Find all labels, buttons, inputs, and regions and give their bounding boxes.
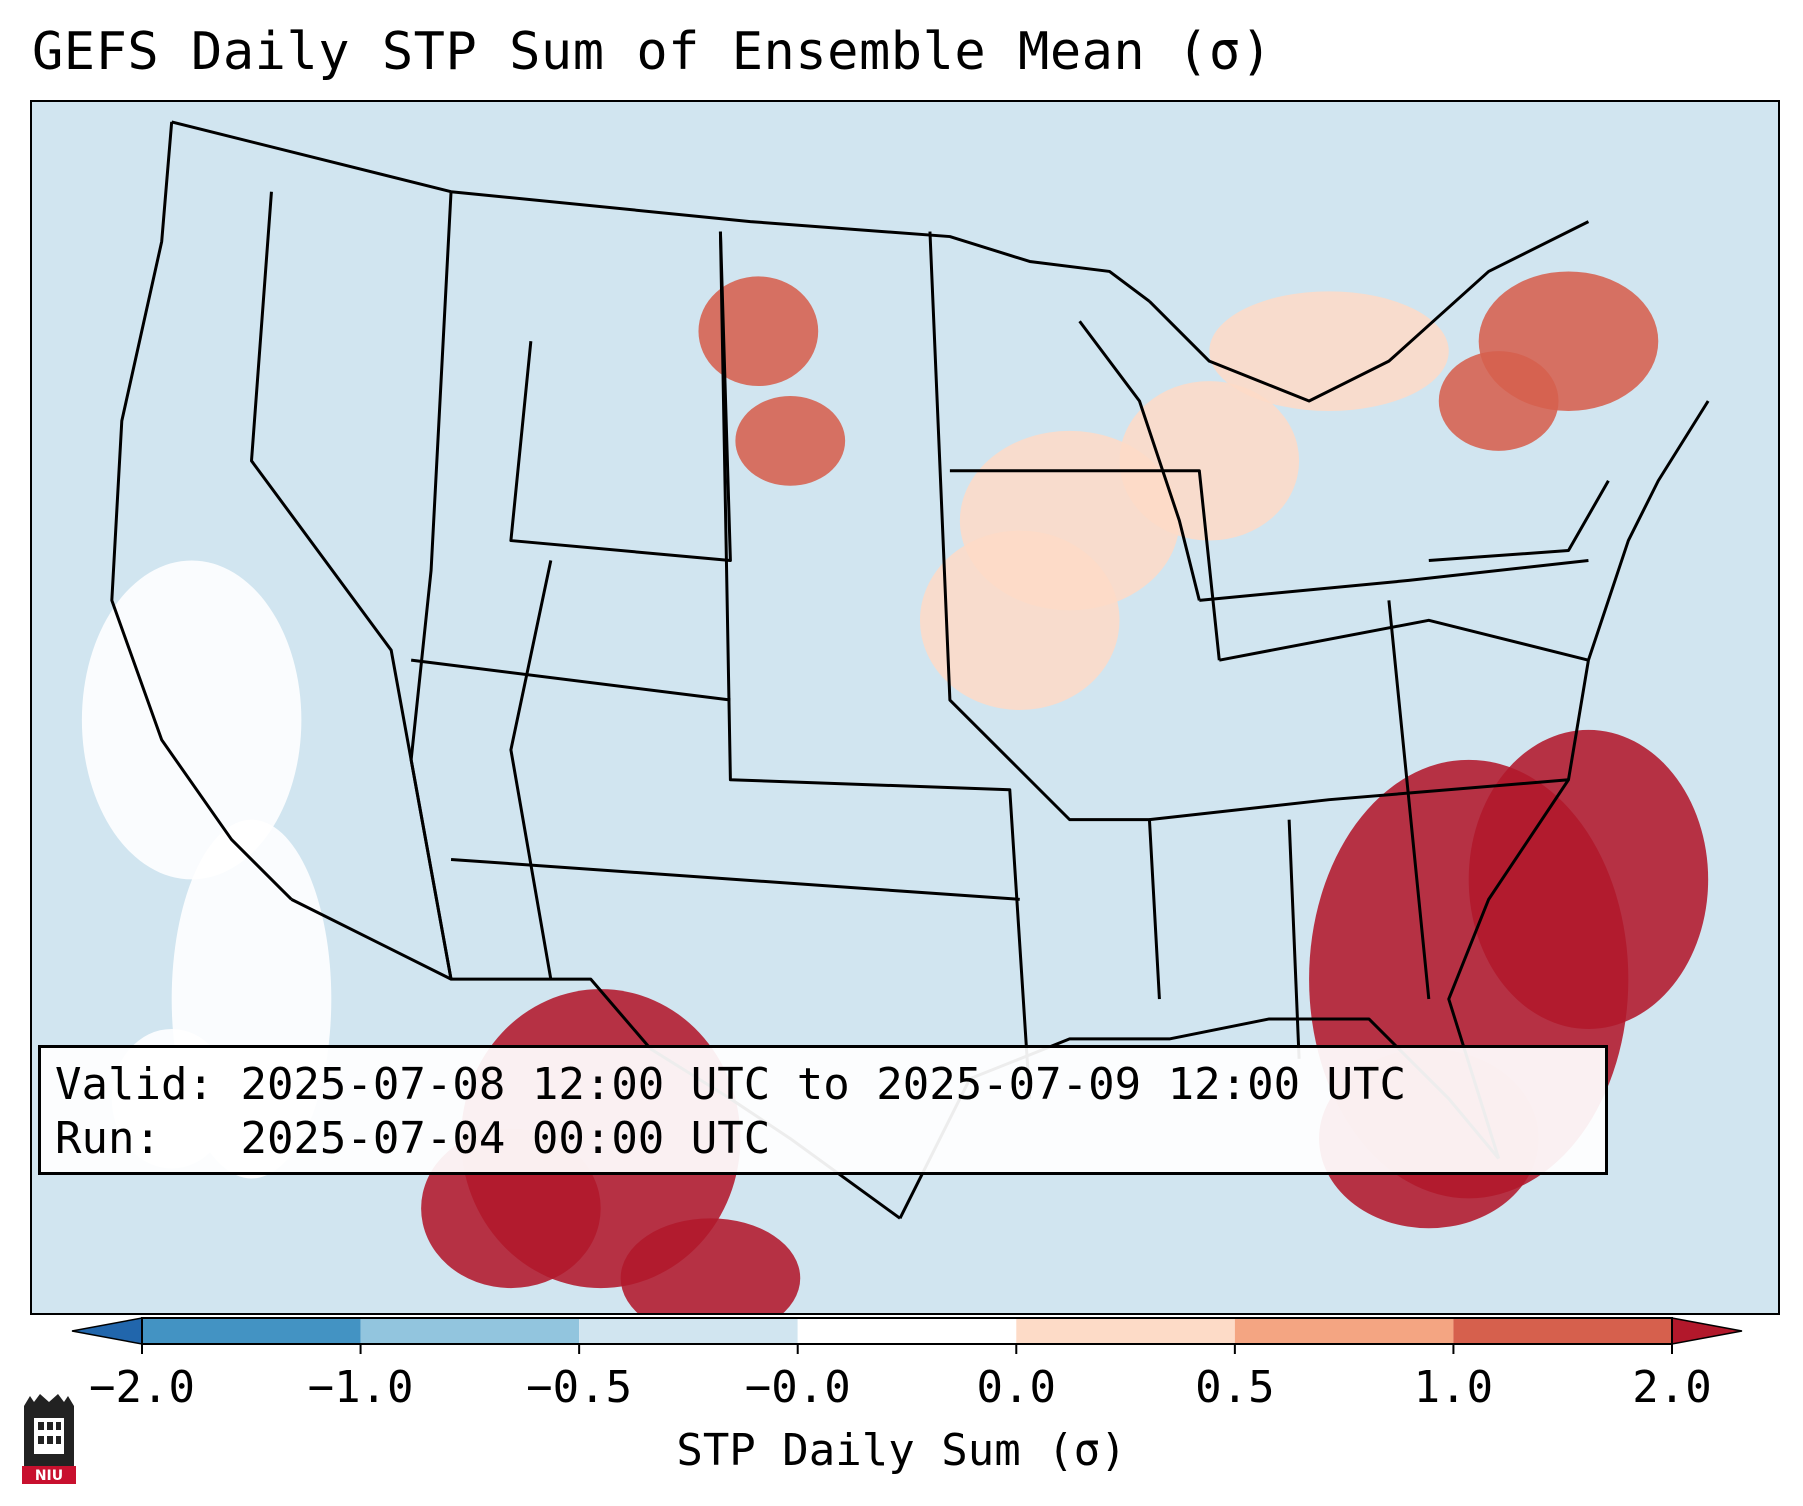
border-line [928,231,1161,1000]
colorbar-tick-label: 2.0 [1632,1362,1712,1413]
anomaly-upper-midwest [919,530,1120,710]
anomaly-northern-great-plains [698,276,819,387]
run-label: Run: [55,1113,161,1164]
colorbar-tick-label: −0.5 [526,1362,633,1413]
valid-label: Valid: [55,1059,214,1110]
border-line [1387,600,1431,1000]
border-line [410,658,731,702]
colorbar-bin-3 [797,1318,1017,1344]
anomaly-west-coast-offshore [81,560,302,880]
colorbar-label: STP Daily Sum (σ) [676,1425,1127,1476]
border-line [1287,819,1301,1059]
run-time: 2025-07-04 00:00 UTC [240,1113,771,1164]
anomaly-northern-great-plains [735,396,846,486]
anomaly-upper-midwest [1119,381,1300,541]
colorbar-bin-0 [142,1318,361,1344]
border-line [1148,220,1590,403]
border-line [450,858,1020,901]
colorbar-tick-label: 0.0 [976,1362,1057,1413]
colorbar-bin-5 [1234,1318,1454,1344]
border-line [409,191,453,980]
border-line [509,560,553,980]
border-line [110,121,293,901]
colorbar-tick-label: −1.0 [307,1362,414,1413]
svg-text:NIU: NIU [35,1468,63,1484]
colorbar-tick-label: −0.0 [744,1362,851,1413]
border-line [718,231,1032,1099]
border-line [1218,618,1589,662]
anomaly-mexico-sierra-madre [620,1218,801,1313]
colorbar-bin-4 [1016,1318,1235,1344]
chart-title: GEFS Daily STP Sum of Ensemble Mean (σ) [32,22,1273,82]
anomaly-upper-midwest [1209,291,1449,411]
niu-logo-icon: NIU [22,1394,76,1484]
colorbar-extend-under [71,1317,143,1345]
border-line [1078,320,1201,601]
valid-time: 2025-07-08 12:00 UTC to 2025-07-09 12:00… [240,1059,1407,1110]
border-line [171,120,1151,303]
colorbar-tick-label: −2.0 [89,1362,195,1413]
valid-info-box: Valid: 2025-07-08 12:00 UTC to 2025-07-0… [38,1045,1608,1175]
colorbar-ticks: −2.0 −1.0 −0.5 −0.0 0.0 0.5 1.0 2.0 [0,1362,1803,1413]
border-line [1199,558,1589,602]
border-line [1428,480,1610,562]
colorbar [71,1317,1743,1354]
colorbar-bin-1 [360,1318,580,1344]
anomaly-new-england [1438,351,1559,451]
colorbar-extend-over [1671,1317,1743,1345]
colorbar-bin-6 [1453,1318,1672,1344]
colorbar-tick-label: 0.5 [1195,1362,1275,1413]
border-line [509,231,732,562]
border-line [1149,778,1569,822]
colorbar-bin-2 [579,1318,798,1344]
colorbar-tick-label: 1.0 [1413,1362,1494,1413]
border-line [949,469,1221,661]
anomaly-southeast-coast-atlantic [1468,729,1709,1029]
border-line [1447,400,1710,1159]
